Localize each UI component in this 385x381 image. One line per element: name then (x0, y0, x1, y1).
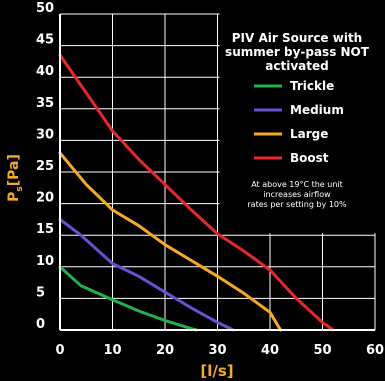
legend-background (219, 12, 385, 234)
y-tick-label-25: 25 (36, 159, 54, 174)
annotation-line-1: At above 19°C the unit (251, 180, 343, 189)
legend: Trickle Medium Large Boost (254, 79, 344, 165)
y-tick-label-5: 5 (36, 285, 45, 300)
y-tick-labels: 0 5 10 15 20 25 30 35 40 45 50 (36, 1, 54, 332)
legend-background-panel (219, 12, 385, 234)
axes (59, 14, 375, 331)
x-tick-label-40: 40 (261, 343, 279, 358)
chart-title-line-3: activated (265, 59, 328, 73)
series-line-large (58, 151, 282, 332)
annotation-line-2: increases airflow (263, 190, 331, 199)
y-tick-label-40: 40 (36, 64, 54, 79)
legend-label-boost: Boost (290, 151, 329, 165)
y-tick-label-15: 15 (36, 222, 54, 237)
series-line-trickle (58, 265, 198, 332)
annotation-line-3: rates per setting by 10% (247, 200, 347, 209)
y-tick-label-45: 45 (36, 33, 54, 48)
y-tick-label-30: 30 (36, 127, 54, 142)
y-tick-label-35: 35 (36, 96, 54, 111)
series-line-boost (58, 53, 335, 332)
y-axis-label: P (6, 192, 22, 202)
x-tick-label-20: 20 (156, 343, 174, 358)
y-axis-label-group: Ps[Pa] (6, 154, 25, 202)
legend-label-large: Large (290, 127, 328, 141)
x-tick-labels: 0 10 20 30 40 50 60 (55, 343, 384, 358)
series-lines (58, 53, 335, 332)
y-axis-label-unit: [Pa] (6, 154, 22, 186)
y-tick-label-50: 50 (36, 1, 54, 16)
x-tick-label-10: 10 (103, 343, 121, 358)
legend-label-trickle: Trickle (290, 79, 334, 93)
x-tick-label-50: 50 (313, 343, 331, 358)
legend-label-medium: Medium (290, 103, 344, 117)
y-tick-label-0: 0 (36, 317, 45, 332)
x-tick-label-30: 30 (208, 343, 226, 358)
svg-text:Ps[Pa]: Ps[Pa] (6, 154, 25, 202)
chart-title-line-1: PIV Air Source with (232, 31, 362, 45)
y-axis-label-subscript: s (15, 186, 25, 191)
y-tick-label-20: 20 (36, 191, 54, 206)
y-tick-label-10: 10 (36, 254, 54, 269)
x-tick-label-0: 0 (55, 343, 64, 358)
chart-title-line-2: summer by-pass NOT (225, 45, 370, 59)
series-line-medium (58, 217, 235, 332)
x-axis-label: [l/s] (200, 362, 233, 380)
x-tick-label-60: 60 (366, 343, 384, 358)
